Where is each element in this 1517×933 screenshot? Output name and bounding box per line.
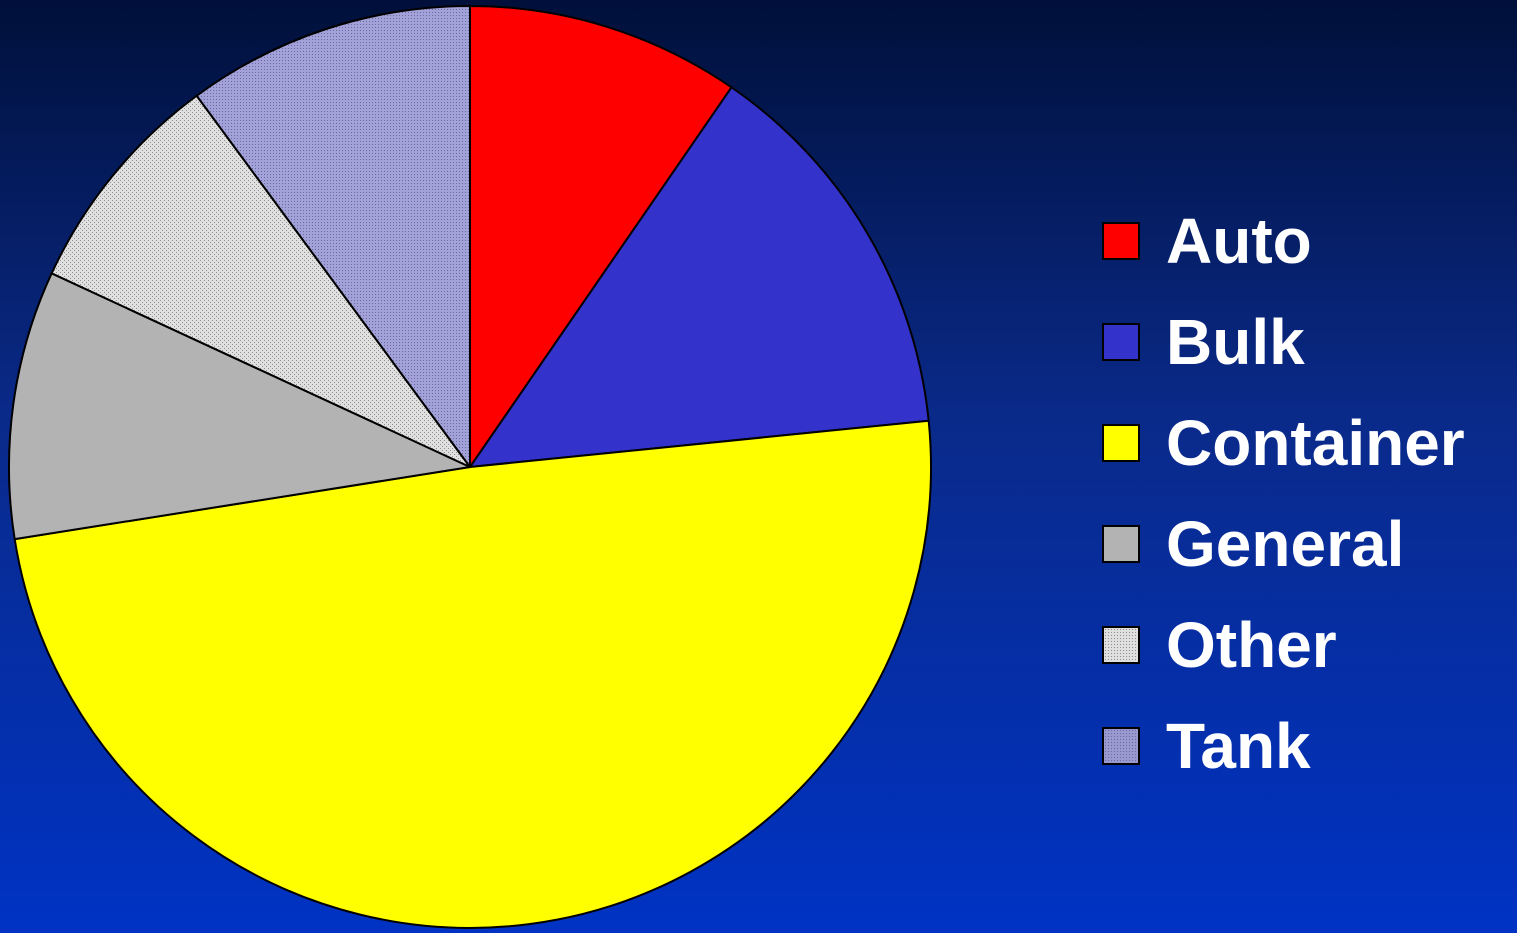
legend-label-container: Container <box>1166 406 1465 479</box>
pie-slice-container <box>13 419 932 929</box>
legend-item-auto: Auto <box>1102 190 1465 291</box>
legend-swatch-general <box>1102 524 1140 563</box>
pie-slice-auto <box>469 5 733 468</box>
legend-label-auto: Auto <box>1166 204 1312 277</box>
legend-swatch-tank <box>1102 726 1140 765</box>
pie-slice-general <box>8 272 471 541</box>
legend-swatch-other <box>1102 625 1140 664</box>
legend-label-tank: Tank <box>1166 709 1311 782</box>
legend-swatch-bulk <box>1102 322 1140 361</box>
legend: Auto Bulk Container General Other Tank <box>1102 190 1465 796</box>
legend-label-general: General <box>1166 507 1405 580</box>
legend-label-bulk: Bulk <box>1166 305 1305 378</box>
pie-slice-tank <box>195 5 471 468</box>
legend-swatch-auto <box>1102 221 1140 260</box>
legend-label-other: Other <box>1166 608 1337 681</box>
pie-slices <box>8 5 932 929</box>
legend-swatch-container <box>1102 423 1140 462</box>
pie-slice-other <box>50 94 471 468</box>
pie-slice-bulk <box>469 86 930 468</box>
legend-item-tank: Tank <box>1102 695 1465 796</box>
legend-item-bulk: Bulk <box>1102 291 1465 392</box>
legend-item-other: Other <box>1102 594 1465 695</box>
legend-item-container: Container <box>1102 392 1465 493</box>
legend-item-general: General <box>1102 493 1465 594</box>
